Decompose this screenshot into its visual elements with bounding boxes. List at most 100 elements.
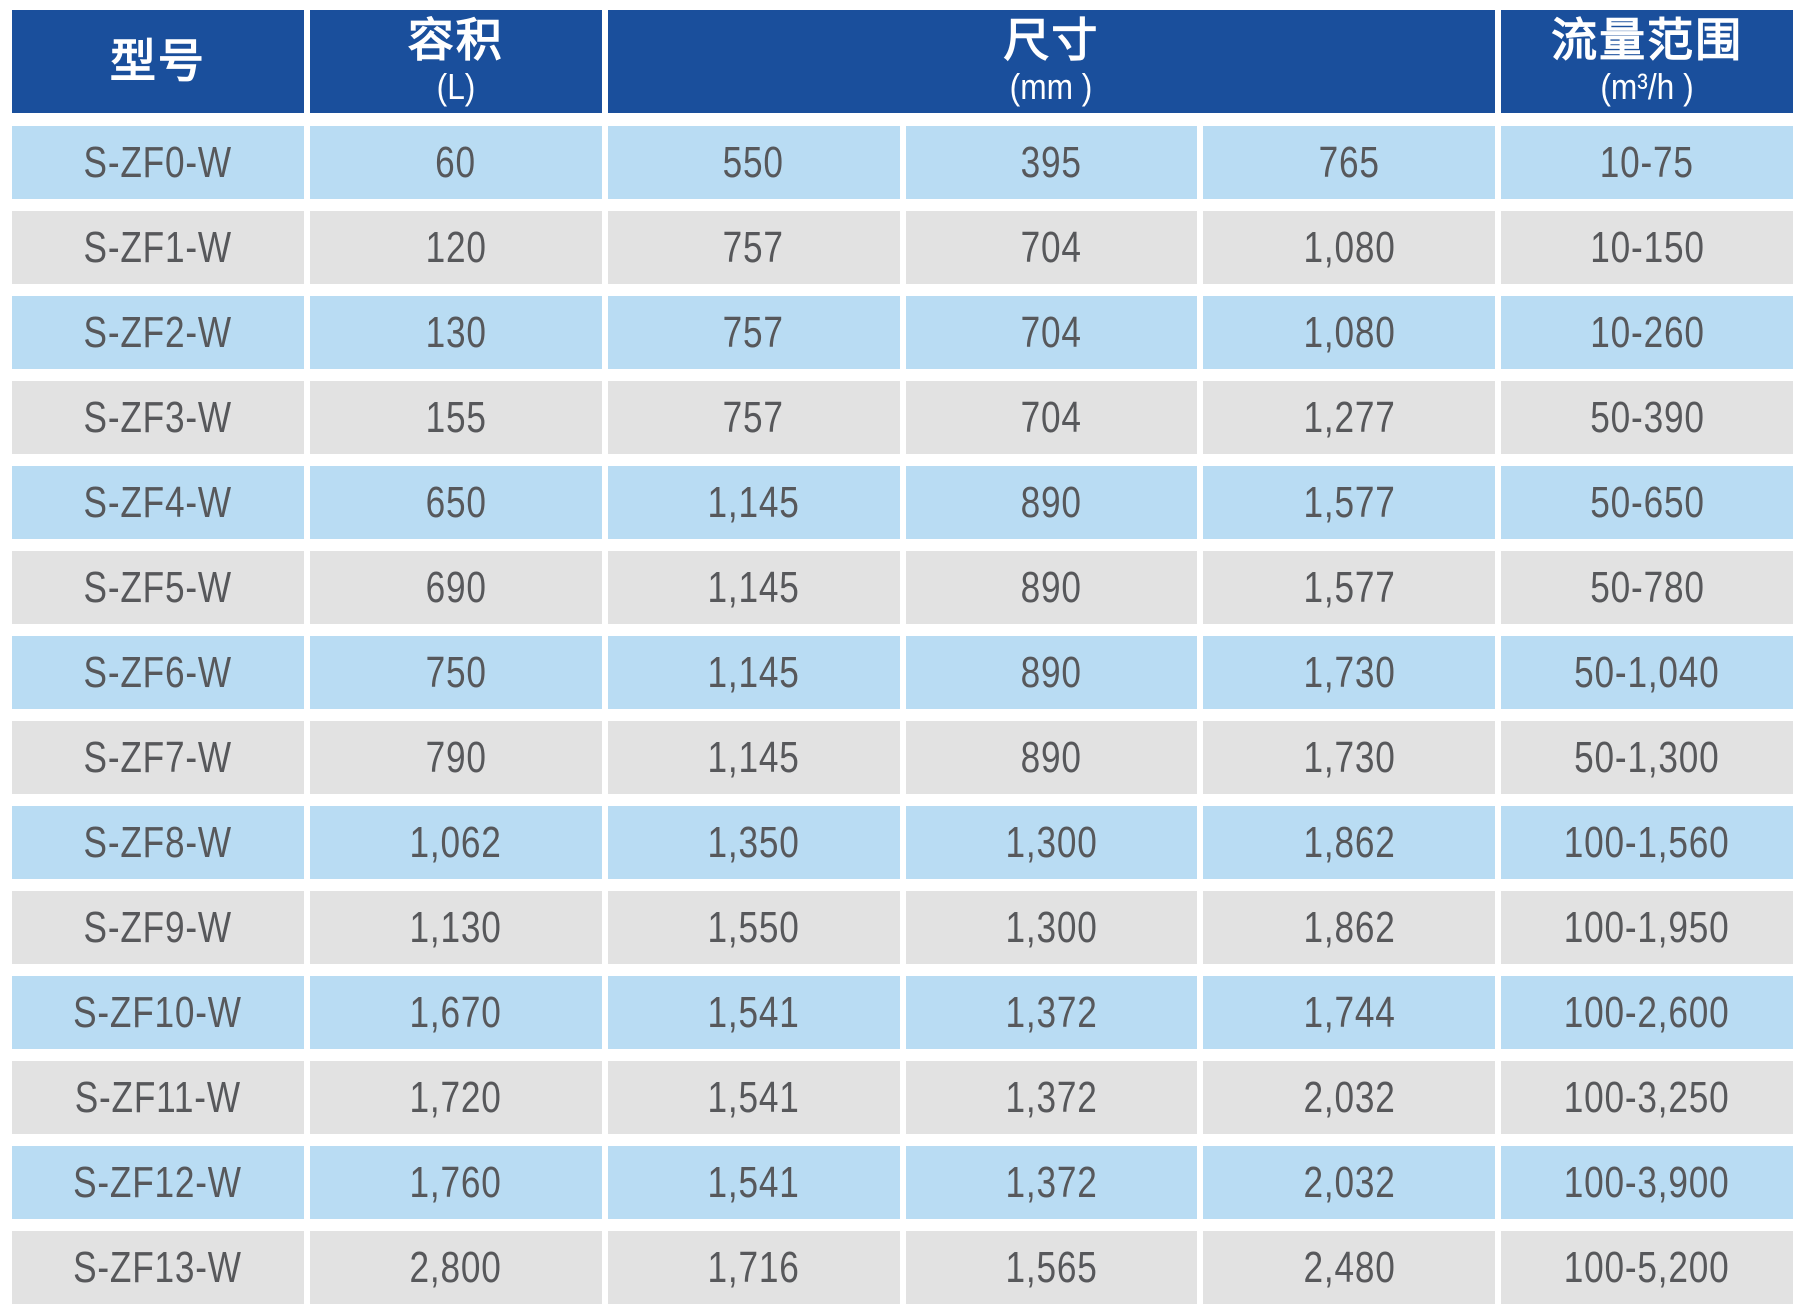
volume-value: 750 bbox=[425, 647, 487, 697]
cell-dimension-2: 1,372 bbox=[905, 1146, 1198, 1219]
table-header-row: 型号 容积 (L) 尺寸 (mm ) 流量范围 (m³/h ) bbox=[12, 10, 1793, 113]
cell-flow-range: 50-390 bbox=[1501, 381, 1793, 454]
model-value: S-ZF9-W bbox=[83, 902, 233, 952]
cell-flow-range: 100-3,900 bbox=[1501, 1146, 1793, 1219]
cell-dimension-2: 704 bbox=[905, 296, 1198, 369]
cell-dimension-3: 1,277 bbox=[1203, 381, 1496, 454]
cell-dimension-2: 890 bbox=[905, 636, 1198, 709]
cell-volume: 120 bbox=[309, 211, 602, 284]
cell-dimension-3: 2,480 bbox=[1203, 1231, 1496, 1304]
cell-dimension-3: 1,862 bbox=[1203, 891, 1496, 964]
flow-range-value: 50-780 bbox=[1589, 562, 1705, 612]
dimension-3-value: 1,577 bbox=[1303, 477, 1396, 527]
dimension-2-value: 704 bbox=[1020, 307, 1082, 357]
volume-value: 1,130 bbox=[409, 902, 502, 952]
table-body: S-ZF0-W 60 550 395 765 10-75 S-ZF1-W 120… bbox=[12, 126, 1793, 1304]
model-value: S-ZF3-W bbox=[83, 392, 233, 442]
cell-volume: 1,062 bbox=[309, 806, 602, 879]
dimension-2-value: 704 bbox=[1020, 222, 1082, 272]
volume-value: 120 bbox=[425, 222, 487, 272]
header-cell-dimensions: 尺寸 (mm ) bbox=[607, 10, 1496, 113]
cell-dimension-3: 1,577 bbox=[1203, 466, 1496, 539]
model-value: S-ZF12-W bbox=[73, 1157, 243, 1207]
cell-volume: 650 bbox=[309, 466, 602, 539]
dimension-1-value: 757 bbox=[723, 222, 785, 272]
table-row: S-ZF7-W 790 1,145 890 1,730 50-1,300 bbox=[12, 721, 1793, 794]
cell-flow-range: 50-650 bbox=[1501, 466, 1793, 539]
cell-dimension-3: 2,032 bbox=[1203, 1061, 1496, 1134]
header-flow-range-title: 流量范围 bbox=[1551, 14, 1744, 67]
cell-dimension-1: 1,541 bbox=[607, 1146, 900, 1219]
volume-value: 790 bbox=[425, 732, 487, 782]
cell-flow-range: 10-75 bbox=[1501, 126, 1793, 199]
cell-dimension-3: 765 bbox=[1203, 126, 1496, 199]
volume-value: 690 bbox=[425, 562, 487, 612]
dimension-3-value: 2,032 bbox=[1303, 1157, 1396, 1207]
model-value: S-ZF1-W bbox=[83, 222, 233, 272]
cell-dimension-2: 890 bbox=[905, 721, 1198, 794]
cell-model: S-ZF11-W bbox=[12, 1061, 304, 1134]
cell-model: S-ZF3-W bbox=[12, 381, 304, 454]
cell-dimension-2: 890 bbox=[905, 466, 1198, 539]
header-cell-model: 型号 bbox=[12, 10, 304, 113]
cell-model: S-ZF2-W bbox=[12, 296, 304, 369]
dimension-1-value: 1,145 bbox=[707, 732, 800, 782]
dimension-3-value: 1,080 bbox=[1303, 222, 1396, 272]
cell-volume: 1,760 bbox=[309, 1146, 602, 1219]
flow-range-value: 50-650 bbox=[1589, 477, 1705, 527]
flow-range-value: 100-1,560 bbox=[1564, 817, 1730, 867]
cell-dimension-1: 1,350 bbox=[607, 806, 900, 879]
model-value: S-ZF5-W bbox=[83, 562, 233, 612]
dimension-2-value: 1,372 bbox=[1005, 1072, 1098, 1122]
model-value: S-ZF4-W bbox=[83, 477, 233, 527]
volume-value: 60 bbox=[435, 137, 477, 187]
table-row: S-ZF8-W 1,062 1,350 1,300 1,862 100-1,56… bbox=[12, 806, 1793, 879]
cell-flow-range: 10-150 bbox=[1501, 211, 1793, 284]
header-dimensions-unit: (mm ) bbox=[1010, 65, 1093, 107]
dimension-2-value: 1,300 bbox=[1005, 817, 1098, 867]
cell-dimension-1: 757 bbox=[607, 381, 900, 454]
cell-dimension-1: 1,541 bbox=[607, 1061, 900, 1134]
dimension-2-value: 1,300 bbox=[1005, 902, 1098, 952]
dimension-2-value: 890 bbox=[1020, 732, 1082, 782]
table-row: S-ZF5-W 690 1,145 890 1,577 50-780 bbox=[12, 551, 1793, 624]
table-row: S-ZF9-W 1,130 1,550 1,300 1,862 100-1,95… bbox=[12, 891, 1793, 964]
cell-volume: 60 bbox=[309, 126, 602, 199]
cell-dimension-3: 1,730 bbox=[1203, 721, 1496, 794]
cell-dimension-1: 1,541 bbox=[607, 976, 900, 1049]
model-value: S-ZF0-W bbox=[83, 137, 233, 187]
dimension-1-value: 1,145 bbox=[707, 477, 800, 527]
flow-range-value: 10-260 bbox=[1589, 307, 1705, 357]
volume-value: 1,720 bbox=[409, 1072, 502, 1122]
cell-model: S-ZF5-W bbox=[12, 551, 304, 624]
dimension-1-value: 1,716 bbox=[707, 1242, 800, 1292]
model-value: S-ZF8-W bbox=[83, 817, 233, 867]
cell-model: S-ZF0-W bbox=[12, 126, 304, 199]
cell-dimension-3: 1,080 bbox=[1203, 296, 1496, 369]
cell-volume: 130 bbox=[309, 296, 602, 369]
cell-dimension-1: 757 bbox=[607, 211, 900, 284]
dimension-1-value: 1,145 bbox=[707, 647, 800, 697]
header-cell-volume: 容积 (L) bbox=[309, 10, 602, 113]
table-row: S-ZF6-W 750 1,145 890 1,730 50-1,040 bbox=[12, 636, 1793, 709]
cell-flow-range: 100-2,600 bbox=[1501, 976, 1793, 1049]
dimension-3-value: 1,577 bbox=[1303, 562, 1396, 612]
cell-volume: 1,670 bbox=[309, 976, 602, 1049]
dimension-3-value: 1,862 bbox=[1303, 902, 1396, 952]
cell-volume: 1,130 bbox=[309, 891, 602, 964]
flow-range-value: 100-3,250 bbox=[1564, 1072, 1730, 1122]
dimension-1-value: 1,550 bbox=[707, 902, 800, 952]
model-value: S-ZF10-W bbox=[73, 987, 243, 1037]
volume-value: 650 bbox=[425, 477, 487, 527]
cell-flow-range: 100-5,200 bbox=[1501, 1231, 1793, 1304]
dimension-1-value: 1,145 bbox=[707, 562, 800, 612]
dimension-2-value: 890 bbox=[1020, 562, 1082, 612]
dimension-2-value: 1,372 bbox=[1005, 1157, 1098, 1207]
cell-dimension-3: 1,577 bbox=[1203, 551, 1496, 624]
dimension-1-value: 1,541 bbox=[707, 1157, 800, 1207]
dimension-1-value: 757 bbox=[723, 392, 785, 442]
cell-flow-range: 100-1,950 bbox=[1501, 891, 1793, 964]
cell-volume: 690 bbox=[309, 551, 602, 624]
cell-flow-range: 100-3,250 bbox=[1501, 1061, 1793, 1134]
dimension-2-value: 890 bbox=[1020, 647, 1082, 697]
